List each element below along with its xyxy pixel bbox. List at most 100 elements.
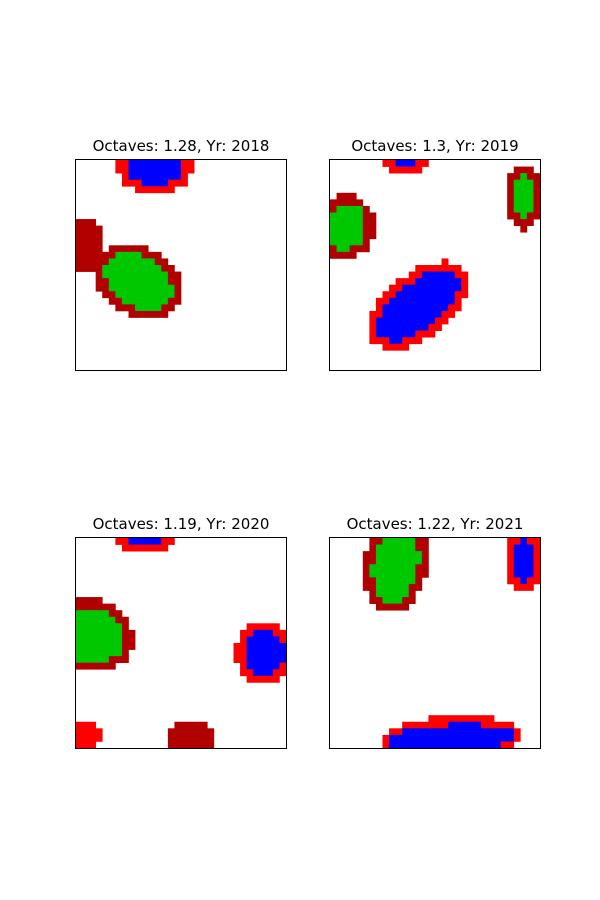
heatmap-cell-blue [402,160,410,167]
heatmap-cell-blue [513,557,521,565]
heatmap-cell-blue [441,304,449,312]
heatmap-cell-red [375,310,383,318]
heatmap-cell-green [356,212,364,220]
heatmap-cell-darkred [82,251,90,259]
heatmap-cell-red [513,734,521,742]
heatmap-cell-darkred [76,238,83,246]
heatmap-cell-red [395,284,403,292]
heatmap-cell-red [240,662,247,670]
heatmap-cell-red [128,544,136,552]
heatmap-cell-red [167,538,175,545]
heatmap-cell-red [382,297,390,305]
heatmap-cell-blue [435,278,442,286]
heatmap-cell-darkred [507,205,515,213]
heatmap-cell-blue [395,304,403,312]
heatmap-cell-red [435,265,442,272]
heatmap-cell-darkred [174,278,182,286]
heatmap-cell-green [115,629,123,637]
heatmap-cell-red [369,337,377,345]
heatmap-cell-red [480,715,488,723]
heatmap-cell-darkred [526,219,534,226]
heatmap-cell-blue [402,734,410,742]
heatmap-cell-red [408,337,416,345]
heatmap-cell-darkred [95,245,103,253]
heatmap-cell-red [461,715,469,723]
panel-title: Octaves: 1.3, Yr: 2019 [351,137,519,155]
heatmap-cell-green [415,551,423,559]
heatmap-cell-blue [415,324,423,331]
heatmap-cell-darkred [513,219,521,226]
heatmap-cell-green [382,570,390,578]
heatmap-cell-blue [421,317,429,325]
heatmap-cell-red [533,551,541,559]
heatmap-cell-red [259,623,267,631]
heatmap-cell-green [76,636,83,644]
heatmap-cell-green [121,284,129,292]
heatmap-cell-darkred [82,232,90,240]
heatmap-cell-red [181,160,188,167]
heatmap-cell-red [141,544,149,552]
heatmap-cell-darkred [369,583,377,591]
heatmap-cell-green [161,271,169,279]
heatmap-cell-green [76,623,83,631]
heatmap-cell-blue [428,284,436,292]
heatmap-cell-red [82,741,90,749]
heatmap-cell-darkred [520,225,528,233]
heatmap-cell-darkred [526,212,534,220]
heatmap-cell-green [395,538,403,545]
heatmap-cell-blue [513,564,521,572]
heatmap-cell-red [115,538,123,545]
heatmap-cell-red [421,160,429,167]
heatmap-cell-red [154,544,162,552]
heatmap-cell-green [154,284,162,292]
heatmap-cell-darkred [167,728,175,736]
heatmap-cell-darkred [115,656,123,664]
heatmap-cell-red [89,734,97,742]
heatmap-cell-red [526,577,534,585]
heatmap-cell-darkred [108,603,116,611]
heatmap-cell-red [76,728,83,736]
heatmap-cell-darkred [369,551,377,559]
heatmap-cell-blue [174,173,182,181]
heatmap-cell-darkred [76,265,83,272]
heatmap-cell-darkred [375,603,383,611]
heatmap-cell-darkred [421,570,429,578]
heatmap-cell-darkred [108,610,116,618]
heatmap-cell-red [246,629,254,637]
heatmap-cell-darkred [154,251,162,259]
heatmap-cell-darkred [362,232,370,240]
heatmap-cell-green [95,616,103,624]
heatmap-cell-green [402,564,410,572]
heatmap-cell-darkred [167,265,175,272]
heatmap-cell-red [266,623,274,631]
heatmap-cell-darkred [507,186,515,194]
heatmap-cell-darkred [349,251,357,259]
heatmap-cell-darkred [141,310,149,318]
heatmap-cell-blue [408,284,416,292]
heatmap-cell-darkred [207,734,215,742]
heatmap-cell-green [102,616,110,624]
heatmap-cell-darkred [389,603,396,611]
heatmap-cell-green [89,629,97,637]
heatmap-cell-darkred [207,741,215,749]
heatmap-cells [76,538,287,749]
heatmap-cell-red [500,741,508,749]
heatmap-cell-blue [389,310,396,318]
heatmap-cell-blue [428,304,436,312]
heatmap-cell-darkred [167,297,175,305]
heatmap-cell-red [507,538,515,545]
heatmap-cell-green [115,649,123,657]
heatmap-cell-blue [279,643,287,650]
heatmap-cell-green [375,590,383,598]
heatmap-cell-darkred [82,225,90,233]
heatmap-cell-blue [487,728,495,736]
axes-frame [75,537,287,749]
heatmap-cell-blue [395,317,403,325]
heatmap-cell-darkred [369,225,377,233]
heatmap-cell-darkred [415,577,423,585]
heatmap-cell-green [330,219,337,226]
heatmap-cell-red [253,623,261,631]
heatmap-cell-blue [421,728,429,736]
heatmap-cell-blue [161,166,169,174]
heatmap-cell-darkred [369,544,377,552]
